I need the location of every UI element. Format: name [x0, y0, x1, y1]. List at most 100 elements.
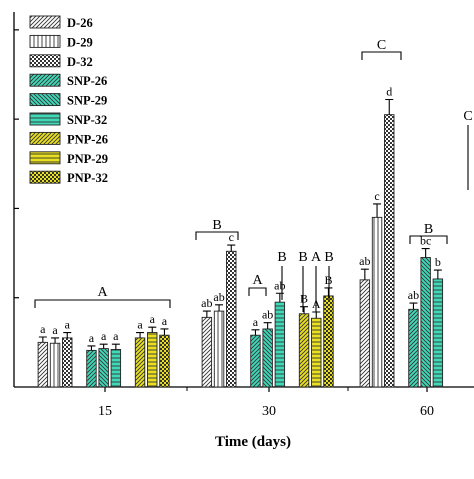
significance-letter: a	[40, 322, 46, 336]
error-bar	[227, 244, 236, 252]
error-bar	[136, 331, 145, 338]
bar-pnp-26	[298, 313, 310, 388]
error-bar	[373, 203, 382, 218]
legend-swatch	[29, 170, 61, 184]
group-letter: A	[252, 273, 263, 288]
error-bar	[385, 98, 394, 115]
bar-pnp-29	[311, 317, 322, 388]
significance-letter: d	[386, 85, 392, 99]
legend-swatch	[29, 15, 61, 29]
error-bar	[409, 302, 418, 310]
bar-pnp-32	[323, 295, 334, 388]
group-letter: B	[324, 250, 333, 265]
bar-d-26	[359, 279, 371, 388]
bar-d-32	[384, 114, 395, 388]
significance-letter: ab	[262, 308, 273, 322]
error-bar	[215, 304, 224, 312]
significance-letter: ab	[359, 254, 370, 268]
bar-snp-26	[86, 349, 97, 388]
group-letter: C	[463, 109, 472, 124]
significance-letter: ab	[274, 278, 285, 292]
significance-letter: ab	[408, 288, 419, 302]
significance-letter: c	[229, 230, 234, 244]
bar-pnp-26	[134, 337, 146, 388]
bar-pnp-32	[159, 334, 170, 388]
legend-label: SNP-26	[67, 74, 107, 88]
significance-letter: a	[52, 323, 58, 337]
legend-swatch	[29, 112, 61, 126]
legend-label: D-32	[67, 55, 93, 69]
error-bar	[99, 343, 108, 349]
significance-letter: a	[65, 318, 71, 332]
error-bar	[275, 292, 284, 303]
group-bracket	[248, 287, 267, 296]
legend: D-26 D-29 D-32 SNP-26 SNP-29 SNP-32 PNP-26 PNP-…	[29, 15, 108, 185]
x-tick-label: 60	[420, 404, 434, 419]
significance-letter: c	[374, 189, 379, 203]
bar-pnp-29	[147, 332, 158, 388]
legend-swatch	[29, 73, 61, 87]
group-letter: B	[424, 222, 433, 237]
error-bar	[202, 310, 211, 318]
legend-label: SNP-32	[67, 113, 107, 127]
legend-swatch	[29, 93, 61, 107]
bar-snp-26	[408, 308, 419, 388]
legend-swatch	[29, 151, 61, 165]
bar-d-29	[371, 216, 383, 388]
axes: 15 30 60	[13, 12, 474, 419]
error-bar	[433, 269, 442, 279]
bar-d-32	[226, 250, 237, 388]
bar-d-26	[37, 341, 49, 388]
error-bar	[312, 311, 321, 319]
error-bar	[111, 343, 120, 350]
legend-swatch	[29, 54, 61, 68]
bar-d-26	[201, 316, 213, 388]
error-bar	[51, 337, 60, 344]
error-bar	[148, 326, 157, 333]
group-bracket	[34, 299, 171, 308]
group-letter: C	[377, 38, 386, 53]
error-bar	[87, 345, 96, 351]
significance-letter: bc	[420, 234, 431, 248]
legend-label: PNP-26	[67, 132, 108, 146]
group-letter: B	[298, 250, 307, 265]
error-bar	[38, 336, 47, 343]
significance-letter: a	[253, 315, 259, 329]
significance-letter: a	[101, 329, 107, 343]
group-letter: B	[277, 250, 286, 265]
bar-snp-29	[420, 257, 431, 388]
significance-letter: ab	[201, 296, 212, 310]
legend-label: D-26	[67, 16, 93, 30]
legend-label: SNP-29	[67, 94, 107, 108]
significance-letter: a	[89, 331, 95, 345]
error-bar	[263, 322, 272, 329]
bar-d-29	[49, 342, 61, 388]
legend-label: PNP-32	[67, 171, 108, 185]
error-bar	[63, 331, 72, 338]
legend-label: D-29	[67, 35, 93, 49]
group-bracket	[409, 235, 448, 244]
significance-letter: a	[137, 318, 143, 332]
x-tick-label: 15	[98, 404, 112, 419]
bar-snp-29	[98, 348, 109, 388]
bars: aaaaaaaaaababcaababBABabcdabbcb	[37, 85, 444, 388]
group-letter: B	[212, 218, 221, 233]
error-bar	[160, 328, 169, 336]
group-letter: A	[311, 250, 322, 265]
significance-letter: a	[113, 329, 119, 343]
significance-letter: a	[162, 314, 168, 328]
x-axis-title: Time (days)	[215, 434, 291, 450]
legend-swatch	[29, 34, 61, 48]
significance-letter: ab	[213, 290, 224, 304]
bar-d-32	[62, 337, 73, 388]
error-bar	[251, 329, 260, 336]
legend-label: PNP-29	[67, 152, 108, 166]
significance-letter: b	[435, 255, 441, 269]
group-bracket	[195, 231, 239, 240]
bar-d-29	[213, 310, 225, 388]
legend-swatch	[29, 131, 61, 145]
error-bar	[300, 306, 309, 314]
